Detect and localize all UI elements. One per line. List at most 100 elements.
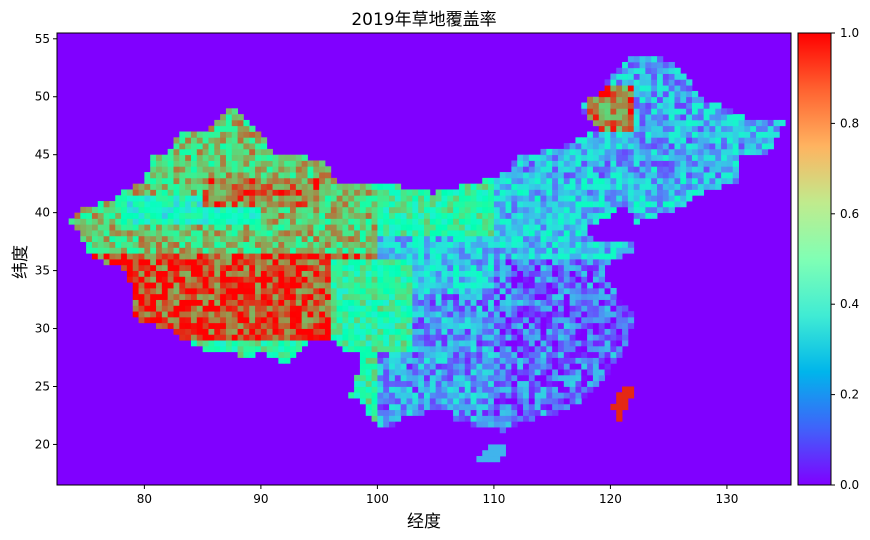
heatmap-cell (144, 247, 151, 254)
heatmap-cell (342, 334, 349, 341)
heatmap-cell (330, 253, 338, 260)
heatmap-cell (569, 183, 576, 190)
heatmap-cell (290, 166, 297, 173)
heatmap-cell (173, 154, 180, 161)
heatmap-cell (359, 398, 367, 405)
heatmap-cell (557, 166, 565, 173)
heatmap-cell (307, 322, 314, 329)
heatmap-cell (476, 264, 483, 271)
heatmap-cell (633, 119, 640, 127)
heatmap-cell (412, 235, 419, 243)
heatmap-cell (237, 334, 244, 341)
heatmap-cell (493, 206, 501, 214)
heatmap-cell (592, 276, 600, 283)
heatmap-cell (674, 189, 681, 196)
heatmap-cell (97, 224, 105, 231)
heatmap-cell (179, 172, 186, 179)
heatmap-cell (161, 270, 169, 277)
heatmap-cell (284, 287, 291, 295)
heatmap-cell (156, 282, 163, 289)
heatmap-cell (301, 253, 308, 260)
heatmap-cell (441, 299, 448, 306)
heatmap-cell (476, 322, 483, 329)
heatmap-cell (132, 195, 139, 202)
heatmap-cell (202, 189, 209, 196)
heatmap-cell (534, 276, 541, 283)
heatmap-cell (470, 316, 477, 324)
heatmap-cell (377, 345, 384, 353)
heatmap-cell (476, 270, 483, 277)
heatmap-cell (208, 316, 215, 324)
heatmap-cell (604, 90, 611, 98)
heatmap-cell (278, 264, 285, 271)
heatmap-cell (237, 212, 244, 219)
heatmap-cell (458, 201, 466, 208)
heatmap-cell (482, 374, 489, 382)
heatmap-cell (674, 67, 681, 74)
heatmap-cell (173, 166, 180, 173)
heatmap-cell (715, 154, 722, 161)
heatmap-cell (185, 166, 192, 173)
heatmap-cell (406, 235, 413, 243)
heatmap-cell (511, 224, 518, 231)
heatmap-cell (231, 218, 238, 225)
heatmap-cell (464, 259, 472, 266)
heatmap-cell (214, 345, 221, 353)
heatmap-cell (185, 241, 192, 248)
heatmap-cell (121, 218, 128, 225)
heatmap-cell (342, 316, 349, 324)
heatmap-cell (604, 148, 611, 156)
heatmap-cell (441, 403, 448, 411)
heatmap-cell (342, 345, 349, 353)
heatmap-cell (633, 218, 640, 225)
heatmap-cell (243, 160, 250, 167)
heatmap-cell (645, 79, 652, 86)
heatmap-cell (557, 154, 565, 161)
heatmap-cell (540, 154, 547, 161)
heatmap-cell (633, 102, 640, 109)
heatmap-cell (179, 189, 186, 196)
heatmap-cell (557, 201, 565, 208)
heatmap-cell (324, 311, 332, 318)
heatmap-cell (476, 201, 483, 208)
heatmap-cell (342, 293, 349, 300)
heatmap-cell (534, 392, 541, 399)
heatmap-cell (540, 177, 547, 185)
heatmap-cell (150, 305, 157, 312)
heatmap-cell (557, 293, 565, 300)
heatmap-cell (662, 189, 670, 196)
heatmap-cell (598, 183, 605, 190)
heatmap-cell (470, 247, 477, 254)
heatmap-cell (686, 119, 693, 127)
heatmap-cell (622, 166, 629, 173)
heatmap-cell (662, 206, 670, 214)
heatmap-cell (517, 177, 524, 185)
heatmap-cell (575, 247, 582, 254)
heatmap-cell (627, 322, 635, 329)
heatmap-cell (488, 363, 495, 370)
heatmap-cell (249, 253, 256, 260)
heatmap-cell (429, 305, 437, 312)
heatmap-cell (179, 183, 186, 190)
heatmap-cell (359, 322, 367, 329)
heatmap-cell (587, 363, 594, 370)
heatmap-cell (511, 230, 518, 237)
heatmap-cell (377, 287, 384, 295)
heatmap-cell (354, 316, 361, 324)
heatmap-cell (488, 206, 495, 214)
heatmap-cell (453, 259, 460, 266)
heatmap-cell (499, 386, 506, 393)
heatmap-cell (214, 293, 221, 300)
heatmap-cell (569, 172, 576, 179)
heatmap-cell (523, 218, 530, 225)
heatmap-cell (651, 154, 658, 161)
heatmap-cell (662, 108, 670, 115)
heatmap-cell (557, 392, 565, 399)
heatmap-cell (697, 183, 705, 190)
heatmap-cell (493, 369, 501, 376)
heatmap-cell (668, 61, 675, 69)
heatmap-cell (686, 85, 693, 92)
heatmap-cell (383, 230, 390, 237)
heatmap-cell (587, 380, 594, 387)
heatmap-cell (138, 183, 145, 190)
